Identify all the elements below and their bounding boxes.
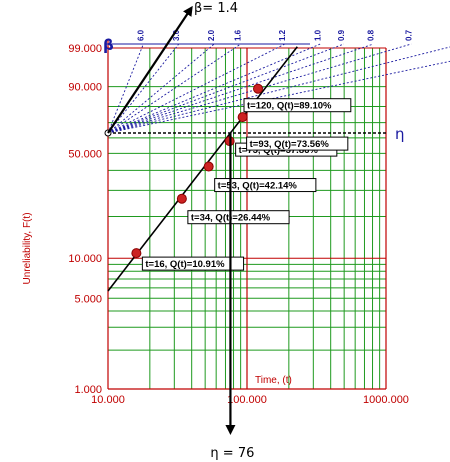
beta-tick-label: 0.7	[404, 29, 413, 41]
y-tick-label: 5.000	[74, 293, 102, 305]
data-point	[253, 83, 264, 94]
beta-fan-line	[107, 43, 374, 134]
beta-fan-line	[107, 43, 412, 134]
point-label-box	[187, 210, 290, 225]
y-tick-label: 90.000	[68, 82, 102, 94]
beta-tick-label: 1.2	[278, 29, 287, 41]
beta-tick-label: 2.0	[207, 29, 216, 41]
data-point	[203, 161, 214, 172]
data-point	[237, 112, 248, 123]
beta-fan-line	[107, 43, 180, 134]
point-label: t=53, Q(t)=42.14%	[218, 181, 298, 192]
beta-tick-label: 6.0	[136, 29, 145, 41]
point-label: t=75, Q(t)=57.86%	[239, 145, 319, 156]
point-label-box	[214, 178, 317, 193]
beta-tick-label: 0.9	[337, 29, 346, 41]
beta-symbol: β	[103, 36, 114, 54]
beta-tick-label: 0.8	[366, 29, 375, 41]
x-tick-label: 100.000	[227, 394, 267, 406]
beta-tick-label: 1.6	[234, 29, 243, 41]
beta-annotation: β= 1.4	[194, 1, 238, 16]
x-tick-label: 10.000	[91, 394, 125, 406]
axes	[107, 40, 386, 390]
point-label-box	[141, 256, 245, 271]
beta-fan-line	[107, 43, 286, 134]
beta-fan-line	[107, 60, 450, 134]
beta-tick-label: 3.0	[172, 29, 181, 41]
beta-fan-line	[107, 43, 215, 134]
beta-arrow	[107, 5, 193, 134]
y-tick-label: 1.000	[74, 384, 102, 396]
eta-annotation: η = 76	[210, 446, 254, 461]
beta-estimation-fan: β6.03.02.01.61.21.00.90.80.70.60.5	[103, 29, 450, 137]
y-tick-label: 99.000	[68, 43, 102, 55]
point-label: t=16, Q(t)=10.91%	[145, 259, 225, 270]
eta-symbol: η	[395, 125, 405, 143]
data-point	[176, 193, 187, 204]
y-tick-label: 50.000	[68, 148, 102, 160]
point-label-box	[246, 136, 349, 151]
tick-labels: 10.000 100.000 1000.000 1.000 5.000 10.000 50.…	[22, 43, 409, 406]
y-tick-label: 10.000	[68, 253, 102, 265]
beta-fan-line	[107, 46, 450, 134]
x-tick-label: 1000.000	[363, 394, 409, 406]
y-axis-title: Unreliability, F(t)	[22, 212, 33, 284]
x-axis-title: Time, (t)	[255, 375, 292, 386]
point-label-box	[243, 98, 352, 113]
point-label: t=120, Q(t)=89.10%	[247, 101, 332, 112]
data-point	[131, 248, 142, 259]
point-label: t=93, Q(t)=73.56%	[250, 139, 330, 150]
beta-tick-label: 1.0	[313, 29, 322, 41]
beta-fan-line	[107, 43, 241, 134]
annotations: η β= 1.4 η = 76	[107, 1, 405, 461]
